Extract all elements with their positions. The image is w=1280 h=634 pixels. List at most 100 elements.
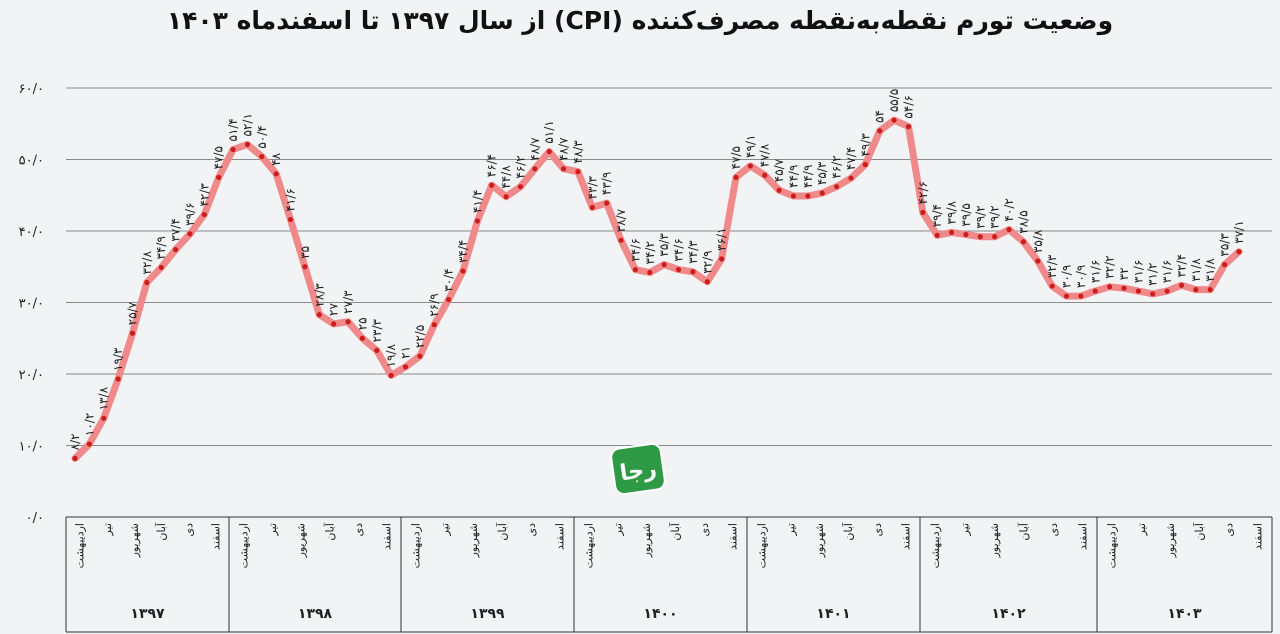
data-point bbox=[1020, 239, 1027, 245]
data-label: ۴۴/۹ bbox=[801, 165, 815, 188]
data-point bbox=[374, 347, 380, 354]
month-label: تیر bbox=[266, 523, 279, 536]
data-point bbox=[1049, 283, 1055, 289]
data-label: ۳۱/۲ bbox=[1146, 263, 1160, 286]
data-label: ۳۴/۴ bbox=[456, 240, 470, 263]
data-label: ۴۷/۴ bbox=[844, 147, 858, 170]
data-label: ۳۰/۹ bbox=[1060, 265, 1074, 288]
month-label: شهریور bbox=[1164, 523, 1177, 558]
y-tick-label: ۱۰/۰ bbox=[19, 440, 44, 455]
month-label: آبان bbox=[322, 522, 336, 540]
data-point bbox=[719, 256, 725, 262]
month-label: آبان bbox=[668, 522, 682, 540]
data-label: ۴۶/۲ bbox=[513, 155, 527, 178]
data-point bbox=[790, 193, 797, 199]
data-point bbox=[877, 128, 883, 134]
month-label: دی bbox=[352, 523, 365, 537]
data-point bbox=[1006, 226, 1012, 233]
data-label: ۱۹/۸ bbox=[384, 343, 398, 367]
data-point bbox=[977, 234, 983, 240]
y-tick-label: ۶۰/۰ bbox=[19, 82, 44, 97]
y-tick-label: ۲۰/۰ bbox=[19, 368, 44, 383]
data-label: ۴۸/۷ bbox=[528, 137, 542, 161]
data-label: ۴۰/۲ bbox=[1002, 198, 1016, 221]
y-tick-label: ۳۰/۰ bbox=[19, 297, 44, 312]
data-point bbox=[1236, 249, 1242, 255]
data-label: ۴۲/۶ bbox=[916, 181, 930, 204]
data-label: ۳۲/۳ bbox=[1045, 254, 1059, 278]
logo-badge bbox=[610, 442, 666, 496]
data-point bbox=[604, 200, 610, 206]
month-label: شهریور bbox=[813, 523, 826, 558]
month-label: شهریور bbox=[295, 523, 308, 558]
data-point bbox=[1193, 287, 1199, 293]
month-label: تیر bbox=[958, 523, 971, 536]
data-point bbox=[359, 335, 365, 341]
data-label: ۳۴/۳ bbox=[686, 240, 700, 264]
data-point bbox=[1063, 293, 1070, 299]
data-point bbox=[287, 216, 294, 223]
data-point bbox=[244, 141, 251, 148]
data-point bbox=[259, 154, 265, 160]
raja-logo: رجا bbox=[607, 440, 669, 498]
year-label: ۱۳۹۹ bbox=[470, 606, 505, 622]
data-point bbox=[704, 279, 710, 285]
data-label: ۴۱/۴ bbox=[470, 190, 484, 213]
data-label: ۲۱ bbox=[399, 346, 413, 359]
month-label: آبان bbox=[841, 522, 855, 540]
data-label: ۴۹/۳ bbox=[858, 133, 872, 157]
chart-title: وضعیت تورم نقطه‌به‌نقطه مصرف‌کننده (CPI)… bbox=[166, 6, 1114, 35]
data-label: ۱۹/۳ bbox=[111, 347, 125, 371]
data-label: ۳۲ bbox=[1117, 267, 1131, 280]
x-axis: ۱۳۹۷ اردیبهشت تیر شهریور آبان دی اسفند ۱۳۹۸ اردی… bbox=[65, 516, 1273, 633]
data-label: ۱۰/۲ bbox=[82, 413, 96, 436]
month-label: اردیبهشت bbox=[1106, 523, 1119, 568]
data-label: ۳۵/۳ bbox=[657, 233, 671, 257]
data-point bbox=[891, 117, 897, 123]
month-label: اسفند bbox=[1251, 523, 1264, 550]
month-label: اسفند bbox=[727, 523, 740, 550]
data-label: ۴۳/۳ bbox=[585, 175, 599, 199]
data-label: ۱۳/۸ bbox=[97, 386, 111, 410]
data-label: ۴۸/۷ bbox=[557, 137, 571, 161]
month-label: اردیبهشت bbox=[929, 523, 942, 568]
data-label: ۲۵/۷ bbox=[125, 301, 139, 325]
data-label: ۳۶/۱ bbox=[715, 227, 729, 250]
data-point bbox=[560, 166, 567, 172]
y-tick-label: ۰/۰ bbox=[26, 511, 44, 526]
data-point bbox=[546, 149, 552, 155]
data-point bbox=[618, 237, 624, 243]
data-point bbox=[460, 268, 466, 274]
data-point bbox=[762, 172, 768, 178]
month-label: آبان bbox=[1016, 522, 1030, 540]
data-point bbox=[776, 187, 782, 193]
data-point bbox=[388, 372, 394, 379]
data-point bbox=[431, 322, 437, 328]
data-label: ۳۹/۴ bbox=[930, 204, 944, 227]
data-label: ۲۵ bbox=[355, 317, 369, 330]
month-label: اردیبهشت bbox=[755, 523, 768, 568]
month-label: دی bbox=[1222, 523, 1235, 537]
data-label: ۳۷/۱ bbox=[1232, 220, 1246, 243]
month-label: دی bbox=[871, 523, 884, 537]
data-point bbox=[805, 193, 811, 199]
data-label: ۴۳/۹ bbox=[600, 172, 614, 195]
month-label: شهریور bbox=[988, 523, 1001, 558]
month-label: شهریور bbox=[640, 523, 653, 558]
data-label: ۵۴ bbox=[873, 110, 887, 123]
data-point bbox=[1150, 291, 1156, 297]
data-label: ۴۴/۹ bbox=[787, 165, 801, 188]
data-label: ۴۷/۸ bbox=[758, 143, 772, 167]
data-point bbox=[187, 231, 193, 237]
year-label: ۱۴۰۱ bbox=[816, 606, 850, 622]
data-label: ۳۲/۲ bbox=[1103, 255, 1117, 278]
data-label: ۴۵/۳ bbox=[815, 161, 829, 185]
data-label: ۲۷/۳ bbox=[341, 290, 355, 314]
data-label: ۳۴/۶ bbox=[628, 238, 642, 261]
data-point bbox=[647, 269, 653, 276]
data-label: ۳۵ bbox=[298, 246, 312, 259]
data-label: ۲۲/۵ bbox=[413, 325, 427, 348]
month-label: دی bbox=[525, 523, 538, 537]
data-label: ۴۹/۱ bbox=[743, 135, 757, 158]
data-point bbox=[474, 218, 480, 224]
